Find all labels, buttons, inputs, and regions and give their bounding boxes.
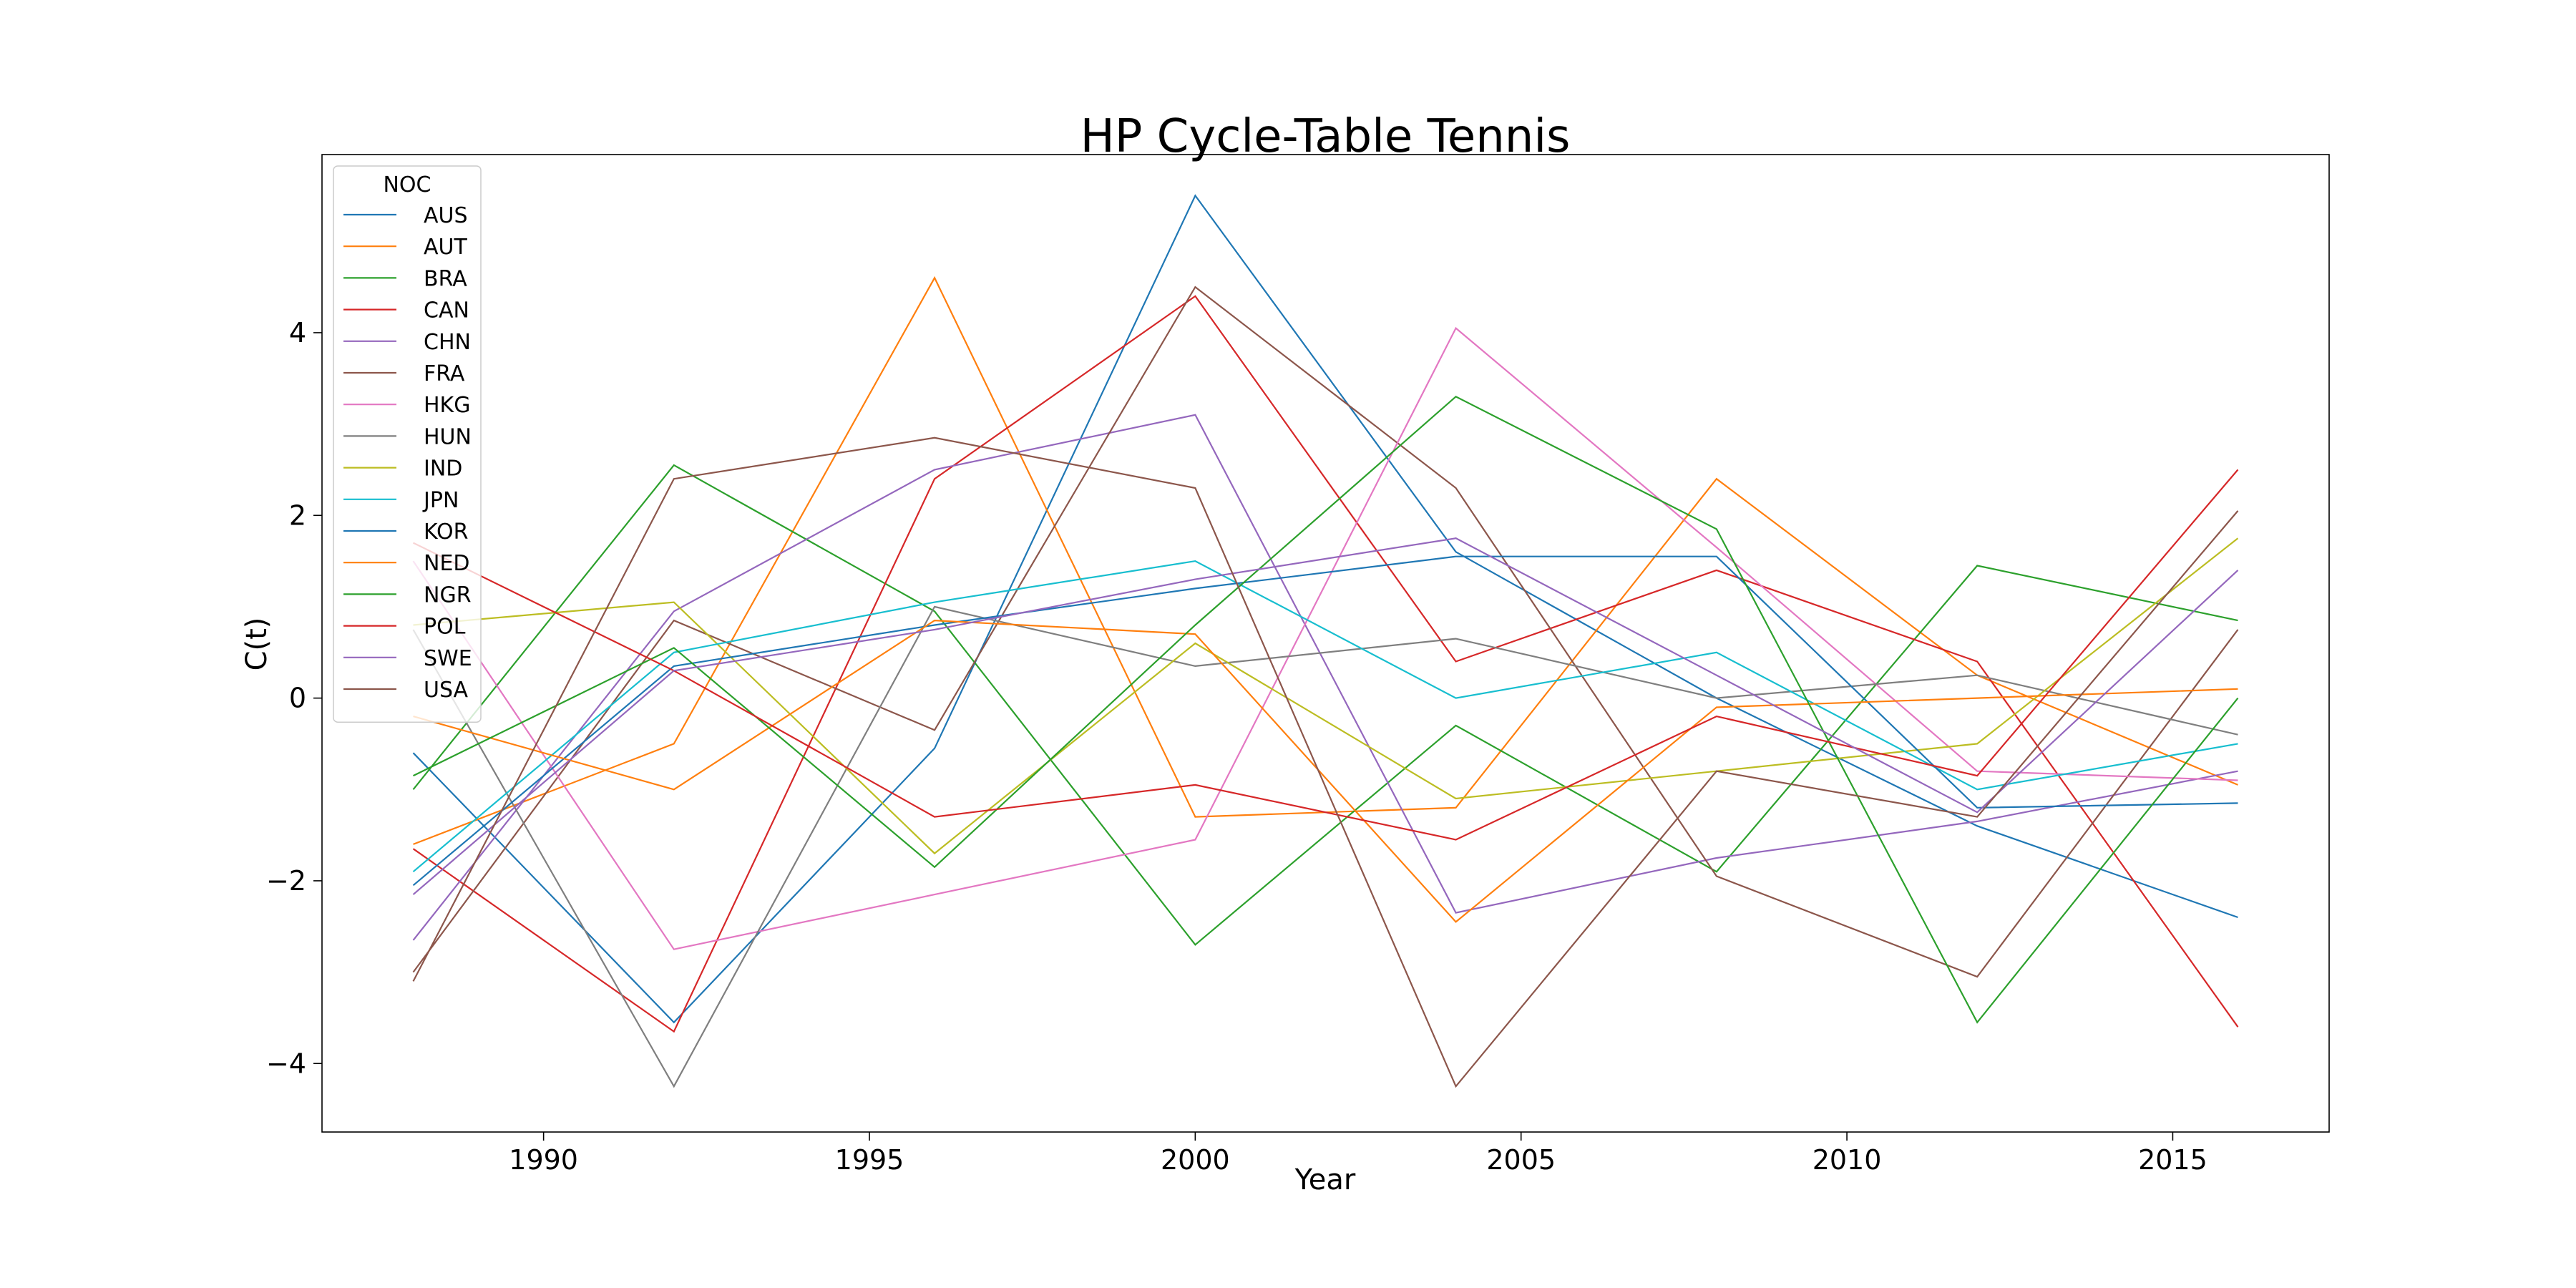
x-tick-label: 2000 [1161, 1144, 1230, 1176]
plot-frame [321, 154, 2330, 1133]
legend-label-jpn: JPN [422, 488, 459, 513]
legend-label-swe: SWE [424, 646, 472, 671]
legend-label-aut: AUT [424, 235, 467, 260]
y-tick-label: 2 [289, 499, 306, 531]
legend-label-can: CAN [424, 298, 469, 323]
legend-label-chn: CHN [424, 330, 471, 355]
legend-label-usa: USA [424, 678, 469, 703]
series-line-pol [413, 469, 2239, 841]
series-line-hun [412, 605, 2238, 1088]
legend-label-bra: BRA [424, 266, 467, 291]
series-line-chn [412, 414, 2238, 941]
series-line-usa [412, 436, 2239, 1088]
x-tick-label: 1990 [509, 1144, 578, 1176]
y-tick-label: 0 [289, 683, 306, 714]
series-line-fra [412, 286, 2239, 978]
legend-box [333, 165, 482, 723]
series-line-ned [413, 619, 2238, 923]
x-tick-label: 2015 [2138, 1144, 2207, 1176]
series-lines [412, 194, 2239, 1088]
y-axis-label: C(t) [240, 618, 273, 671]
y-tick-label: 4 [289, 317, 306, 348]
legend-label-pol: POL [424, 615, 466, 640]
legend-label-hkg: HKG [424, 393, 470, 418]
legend: NOC AUS AUT BRA CAN CHN FRA HKG HUN IND JPN KOR NED N… [333, 165, 482, 723]
legend-label-kor: KOR [424, 519, 469, 545]
legend-label-ngr: NGR [424, 582, 472, 608]
legend-label-ned: NED [424, 551, 470, 576]
x-tick-label: 2005 [1486, 1144, 1556, 1176]
series-line-swe [412, 537, 2239, 895]
legend-label-aus: AUS [424, 203, 468, 228]
series-line-hkg [412, 326, 2238, 950]
series-line-bra [412, 464, 2238, 946]
y-tick-label: −2 [266, 865, 306, 897]
y-axis: −4 −2 0 2 4 [266, 317, 322, 1079]
legend-title: NOC [383, 172, 431, 197]
x-axis: 1990 1995 2000 2005 2010 2015 [509, 1132, 2207, 1176]
chart-title: HP Cycle-Table Tennis [1080, 110, 1571, 163]
y-tick-label: −4 [266, 1048, 306, 1079]
legend-label-fra: FRA [424, 361, 465, 386]
x-axis-label: Year [1294, 1163, 1356, 1196]
legend-label-hun: HUN [424, 424, 472, 449]
x-tick-label: 1995 [835, 1144, 904, 1176]
series-line-aus [412, 194, 2238, 1024]
series-line-ngr [413, 395, 2239, 1024]
legend-label-ind: IND [424, 457, 462, 482]
x-tick-label: 2010 [1813, 1144, 1882, 1176]
